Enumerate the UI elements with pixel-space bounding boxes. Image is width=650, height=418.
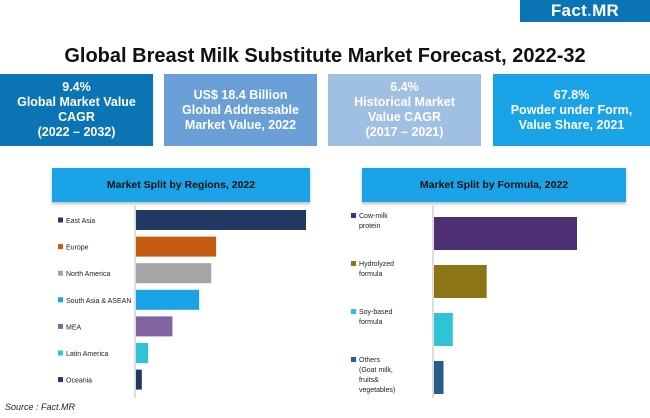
kpi-label: Global Market Value bbox=[17, 95, 136, 109]
kpi-label: Market Value, 2022 bbox=[184, 117, 297, 132]
kpi-label: (2022 – 2032) bbox=[37, 125, 116, 139]
logo-main: Fact bbox=[550, 1, 588, 20]
regions-bar bbox=[136, 289, 200, 310]
kpi-value: US$ 18.4 Billion bbox=[193, 87, 288, 102]
factmr-logo: Fact. MR bbox=[520, 0, 650, 22]
kpi-label: Powder under Form, bbox=[510, 102, 633, 117]
source-note: Source : Fact.MR bbox=[5, 402, 76, 412]
regions-category-label: Oceania bbox=[66, 378, 92, 385]
kpi-market-value: US$ 18.4 Billion Global Addressable Mark… bbox=[164, 74, 317, 146]
regions-category-label: East Asia bbox=[66, 218, 95, 225]
formula-category-label: Soy-based formula bbox=[359, 309, 393, 326]
formula-category-label: Others (Goat milk, fruits& vegetables) bbox=[359, 357, 395, 394]
kpi-powder-share: 67.8% Powder under Form, Value Share, 20… bbox=[493, 74, 650, 146]
kpi-value: 9.4% bbox=[62, 80, 91, 94]
kpi-label: (2017 – 2021) bbox=[365, 125, 444, 139]
formula-legend-marker bbox=[351, 309, 356, 314]
regions-legend-marker bbox=[58, 217, 63, 223]
regions-bar bbox=[136, 316, 173, 337]
kpi-label: CAGR bbox=[58, 110, 95, 124]
formula-legend-marker bbox=[351, 357, 356, 362]
regions-chart-title: Market Split by Regions, 2022 bbox=[52, 168, 310, 202]
regions-category-label: North America bbox=[66, 271, 110, 278]
regions-legend-marker bbox=[58, 350, 63, 356]
logo-suffix: MR bbox=[592, 1, 620, 20]
kpi-label: Historical Market bbox=[354, 95, 455, 109]
formula-category-label: Hydrolyzed formula bbox=[359, 261, 394, 278]
regions-legend-marker bbox=[58, 270, 63, 276]
formula-legend-marker bbox=[351, 261, 356, 266]
formula-bar bbox=[434, 217, 577, 250]
formula-bar bbox=[434, 313, 453, 346]
regions-legend-marker bbox=[58, 377, 63, 383]
regions-bar bbox=[136, 369, 142, 390]
page-title: Global Breast Milk Substitute Market For… bbox=[64, 45, 586, 67]
regions-category-label: Europe bbox=[66, 245, 89, 252]
kpi-cagr: 9.4% Global Market Value CAGR (2022 – 20… bbox=[0, 74, 153, 146]
regions-category-label: South Asia & ASEAN bbox=[66, 298, 131, 305]
logo-dot: . bbox=[587, 1, 593, 20]
formula-chart-title: Market Split by Formula, 2022 bbox=[362, 168, 626, 202]
kpi-label: Global Addressable bbox=[182, 102, 299, 117]
regions-bar bbox=[136, 210, 306, 230]
formula-bar bbox=[434, 265, 487, 298]
regions-bar bbox=[136, 236, 217, 257]
kpi-row: 9.4% Global Market Value CAGR (2022 – 20… bbox=[0, 74, 650, 146]
kpi-historical-cagr: 6.4% Historical Market Value CAGR (2017 … bbox=[328, 74, 481, 146]
kpi-value: 67.8% bbox=[553, 87, 590, 102]
regions-category-label: MEA bbox=[66, 324, 82, 331]
regions-bar bbox=[136, 343, 149, 363]
regions-bar bbox=[136, 263, 212, 284]
formula-legend-marker bbox=[351, 213, 356, 218]
kpi-value: 6.4% bbox=[390, 80, 419, 94]
regions-legend-marker bbox=[58, 244, 63, 250]
regions-category-label: Latin America bbox=[66, 351, 109, 358]
regions-legend-marker bbox=[58, 297, 63, 303]
regions-legend-marker bbox=[58, 323, 63, 329]
kpi-label: Value Share, 2021 bbox=[518, 117, 625, 132]
formula-category-label: Cow-milk protein bbox=[359, 213, 388, 230]
kpi-label: Value CAGR bbox=[368, 110, 441, 124]
formula-bar bbox=[434, 361, 444, 394]
